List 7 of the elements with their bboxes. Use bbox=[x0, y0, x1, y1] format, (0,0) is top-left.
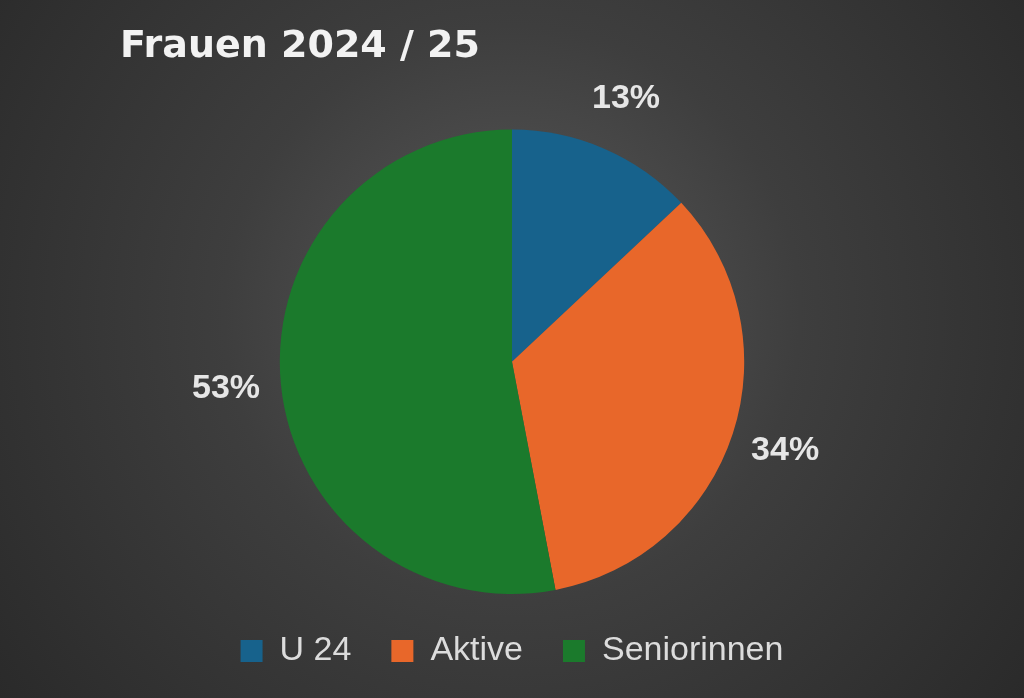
legend-label: Aktive bbox=[430, 629, 523, 668]
chart-title: Frauen 2024 / 25 bbox=[120, 21, 480, 66]
data-label: 53% bbox=[192, 367, 261, 406]
legend-label: Seniorinnen bbox=[601, 629, 784, 668]
data-label: 34% bbox=[751, 428, 820, 467]
data-label: 13% bbox=[592, 76, 661, 115]
legend-label: U 24 bbox=[279, 629, 352, 668]
